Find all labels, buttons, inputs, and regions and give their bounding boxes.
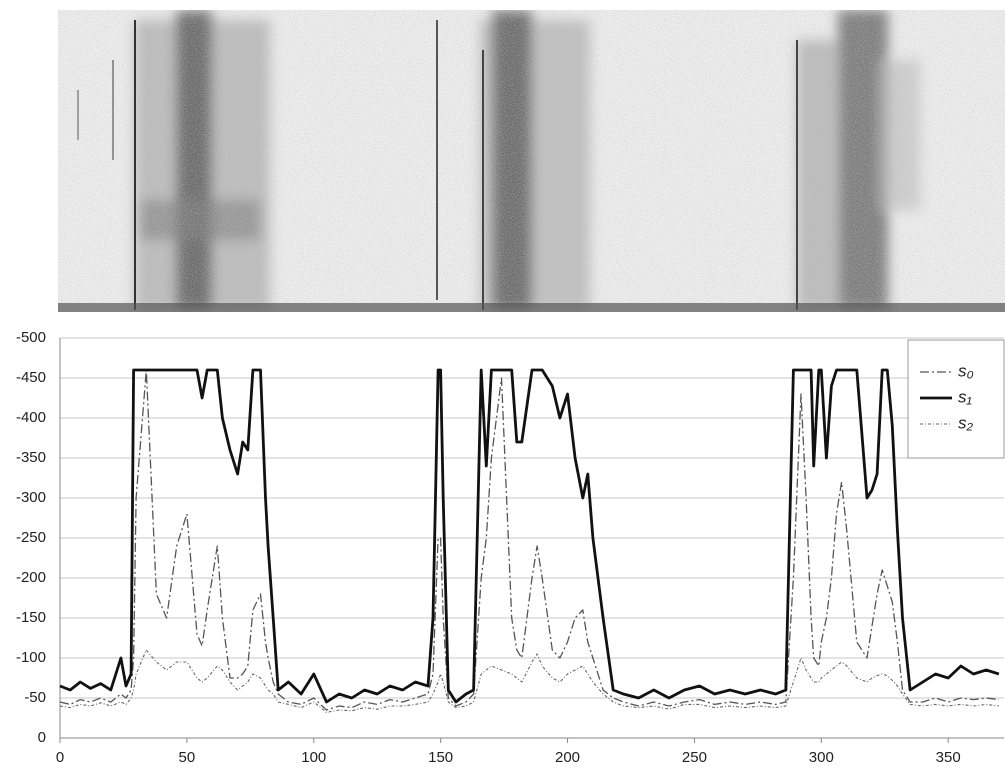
legend-label: s₂ [958, 413, 974, 432]
y-tick-label: 0 [38, 729, 46, 746]
y-tick-label: -350 [16, 449, 46, 466]
y-tick-label: -100 [16, 649, 46, 666]
x-tick-label: 250 [682, 749, 707, 766]
x-tick-label: 0 [56, 749, 64, 766]
line-chart: -500-450-400-350-300-250-200-150-100-500… [16, 329, 1005, 766]
x-tick-label: 300 [809, 749, 834, 766]
y-tick-label: -250 [16, 529, 46, 546]
legend: s₀ s₁ s₂ [907, 339, 1005, 459]
series-line [59, 649, 999, 713]
spectrogram [58, 10, 1005, 312]
x-tick-label: 350 [936, 749, 961, 766]
series-line [59, 369, 999, 711]
legend-label: s₁ [958, 387, 972, 406]
x-tick-label: 200 [555, 749, 580, 766]
x-tick-label: 100 [301, 749, 326, 766]
y-tick-label: -150 [16, 609, 46, 626]
y-tick-label: -450 [16, 369, 46, 386]
x-tick-label: 150 [428, 749, 453, 766]
y-tick-label: -400 [16, 409, 46, 426]
y-tick-label: -500 [16, 329, 46, 346]
y-tick-label: -200 [16, 569, 46, 586]
series-line [59, 368, 1000, 704]
legend-label: s₀ [958, 361, 974, 380]
y-tick-label: -300 [16, 489, 46, 506]
x-tick-label: 50 [179, 749, 196, 766]
y-tick-label: -50 [24, 689, 46, 706]
